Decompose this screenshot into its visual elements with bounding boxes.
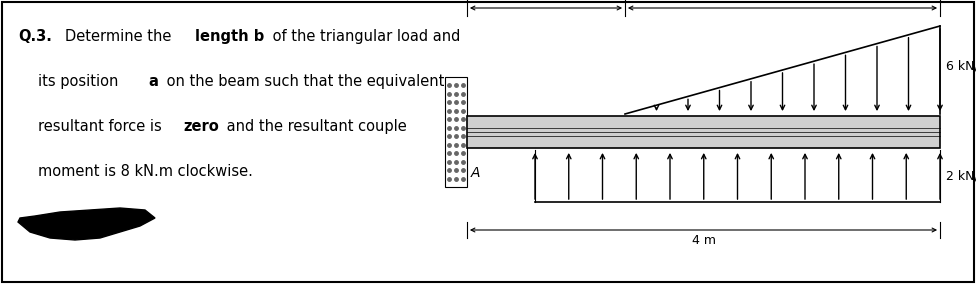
Text: Q.3.: Q.3. <box>18 29 52 44</box>
Text: Determine the: Determine the <box>65 29 176 44</box>
Text: a: a <box>543 0 549 2</box>
Text: zero: zero <box>183 119 219 134</box>
Text: b: b <box>779 0 787 2</box>
Text: its position: its position <box>38 74 123 89</box>
Text: of the triangular load and: of the triangular load and <box>268 29 461 44</box>
Text: A: A <box>471 166 480 180</box>
Text: and the resultant couple: and the resultant couple <box>222 119 407 134</box>
Polygon shape <box>18 208 155 240</box>
Text: length b: length b <box>195 29 264 44</box>
Bar <box>445 77 467 187</box>
Text: 6 kN/m: 6 kN/m <box>946 59 976 72</box>
Text: a: a <box>148 74 158 89</box>
Text: on the beam such that the equivalent: on the beam such that the equivalent <box>162 74 444 89</box>
Bar <box>467 116 940 148</box>
Text: 4 m: 4 m <box>692 234 715 247</box>
Text: moment is 8 kN.m clockwise.: moment is 8 kN.m clockwise. <box>38 164 253 179</box>
Text: resultant force is: resultant force is <box>38 119 166 134</box>
Text: 2 kN/m: 2 kN/m <box>946 170 976 183</box>
